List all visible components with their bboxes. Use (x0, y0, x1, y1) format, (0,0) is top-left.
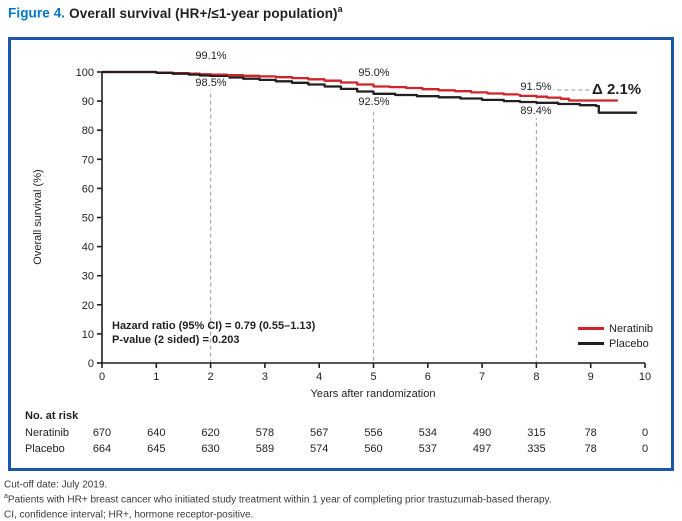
risk-value: 589 (255, 443, 275, 455)
annotation-placebo-year8: 89.4% (518, 105, 554, 118)
risk-value: 620 (201, 427, 220, 439)
legend-label-placebo: Placebo (609, 337, 649, 350)
x-tick-label: 7 (479, 371, 485, 383)
risk-value: 640 (147, 427, 166, 439)
risk-value: 574 (310, 443, 329, 455)
y-tick-label: 10 (82, 329, 94, 341)
x-tick-label: 9 (588, 371, 594, 383)
y-tick-label: 80 (82, 125, 94, 137)
risk-value: 490 (472, 427, 492, 439)
risk-value: 645 (147, 443, 166, 455)
footnote-text: CI, confidence interval; HR+, hormone re… (4, 508, 254, 520)
risk-value: 560 (364, 443, 383, 455)
risk-row-label: Placebo (25, 443, 65, 455)
figure-title-superscript: a (337, 4, 343, 14)
footnote-text: Patients with HR+ breast cancer who init… (7, 494, 552, 506)
figure-title-text: Overall survival (HR+/≤1-year population… (69, 5, 338, 21)
footnote-abbreviations: CI, confidence interval; HR+, hormone re… (4, 506, 552, 521)
risk-value: 335 (527, 443, 546, 455)
risk-value: 664 (92, 443, 112, 455)
figure-number: Figure 4. (8, 5, 66, 21)
risk-value: 497 (472, 443, 492, 455)
x-axis-title: Years after randomization (310, 388, 436, 400)
hazard-ratio-text: Hazard ratio (95% CI) = 0.79 (0.55–1.13) (112, 320, 316, 332)
risk-value: 78 (584, 427, 597, 439)
risk-value: 630 (201, 443, 220, 455)
y-tick-label: 60 (82, 183, 94, 195)
chart-frame (8, 37, 674, 471)
risk-row-label: Neratinib (25, 427, 70, 439)
x-tick-label: 6 (425, 371, 431, 383)
footnote-text: Cut-off date: July 2019. (4, 479, 108, 491)
legend: Neratinib Placebo (578, 321, 653, 351)
y-tick-label: 30 (82, 271, 94, 283)
risk-value: 578 (255, 427, 275, 439)
risk-value: 315 (527, 427, 546, 439)
neratinib-line-swatch (578, 327, 604, 330)
legend-item-placebo: Placebo (578, 336, 653, 351)
annotation-neratinib-year8: 91.5% (518, 81, 554, 94)
x-tick-label: 8 (533, 371, 539, 383)
x-tick-label: 5 (370, 371, 376, 383)
risk-row-placebo: Placebo 664 645 630 589 574 560 537 497 335 78 0 (0, 443, 682, 456)
y-tick-label: 40 (82, 242, 94, 254)
risk-value: 78 (584, 443, 597, 455)
risk-value: 534 (418, 427, 437, 439)
legend-item-neratinib: Neratinib (578, 321, 653, 336)
p-value-text: P-value (2 sided) = 0.203 (112, 334, 240, 346)
y-tick-label: 50 (82, 213, 94, 225)
annotation-neratinib-year5: 95.0% (356, 67, 392, 80)
risk-value: 537 (418, 443, 437, 455)
annotation-placebo-year5: 92.5% (356, 96, 392, 109)
annotation-placebo-year2: 98.5% (193, 77, 229, 90)
placebo-line-swatch (578, 342, 604, 345)
placebo-curve (102, 70, 637, 114)
x-tick-label: 3 (262, 371, 268, 383)
legend-label-neratinib: Neratinib (609, 322, 654, 335)
x-tick-label: 4 (316, 371, 322, 383)
risk-row-neratinib: Neratinib 670 640 620 578 567 556 534 490 315 78 0 (0, 427, 682, 440)
x-tick-label: 0 (99, 371, 105, 383)
x-tick-label: 2 (208, 371, 214, 383)
risk-value: 670 (92, 427, 112, 439)
y-axis-title: Overall survival (%) (32, 169, 44, 265)
neratinib-curve (102, 70, 618, 102)
y-tick-label: 70 (82, 154, 94, 166)
delta-difference-label: Δ 2.1% (590, 81, 642, 98)
x-tick-label: 10 (639, 371, 651, 383)
figure-title: Figure 4. Overall survival (HR+/≤1-year p… (8, 4, 343, 21)
footnote-population: aPatients with HR+ breast cancer who ini… (4, 491, 552, 506)
y-tick-label: 20 (82, 300, 94, 312)
y-tick-label: 0 (88, 358, 94, 370)
risk-table-title: No. at risk (25, 410, 79, 422)
risk-value: 0 (641, 427, 649, 439)
stats-box: Hazard ratio (95% CI) = 0.79 (0.55–1.13)… (112, 319, 315, 347)
risk-value: 556 (364, 427, 383, 439)
footnotes: Cut-off date: July 2019. aPatients with … (4, 476, 552, 520)
footnote-superscript: a (4, 492, 8, 500)
risk-value: 567 (310, 427, 329, 439)
x-tick-label: 1 (153, 371, 159, 383)
risk-value: 0 (641, 443, 649, 455)
annotation-neratinib-year2: 99.1% (193, 50, 229, 63)
y-tick-label: 100 (76, 67, 94, 79)
footnote-cutoff: Cut-off date: July 2019. (4, 476, 552, 491)
y-tick-label: 90 (82, 96, 94, 108)
